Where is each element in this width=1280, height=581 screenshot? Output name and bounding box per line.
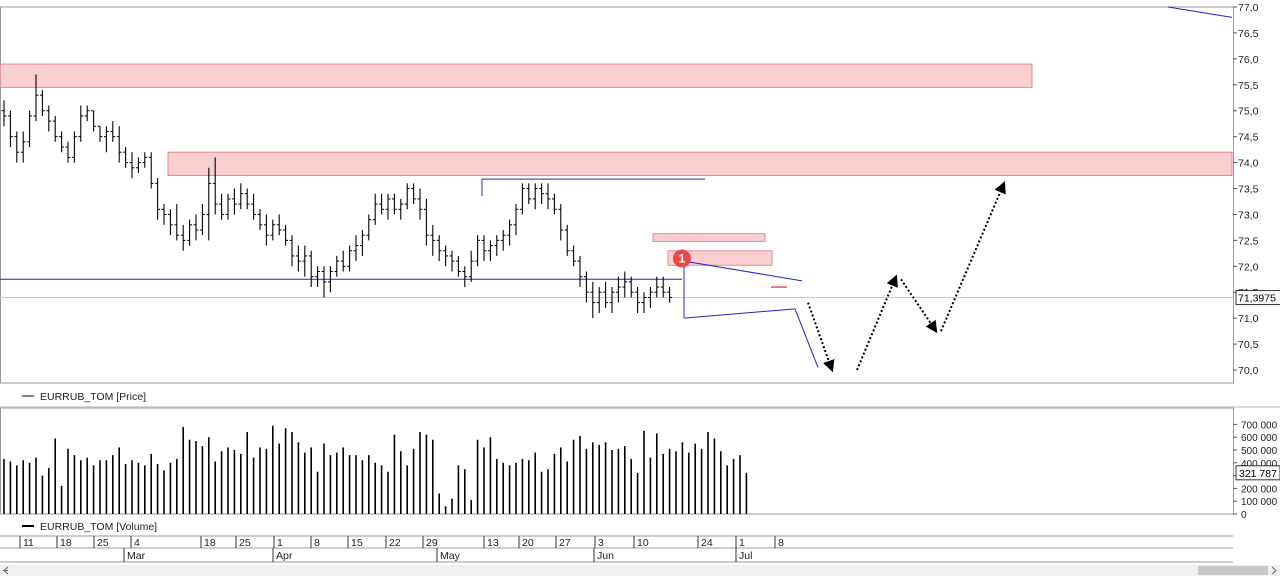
day-tick-label-2: 25: [97, 537, 109, 549]
horizontal-scrollbar[interactable]: [0, 565, 1280, 576]
day-tick-label-11: 13: [487, 537, 499, 549]
price-ytick-label-14: 77,0: [1238, 2, 1259, 14]
resistance-zone-1: [0, 63, 1033, 88]
forecast-arrow-2: [856, 274, 898, 371]
resistance-zone-3: [652, 233, 766, 242]
price-ytick-label-5: 72,5: [1238, 235, 1259, 247]
day-tick-label-6: 1: [277, 537, 283, 549]
volume-ytick-label-4: 400 000: [1241, 459, 1278, 470]
volume-legend: EURRUB_TOM [Volume]: [40, 521, 157, 533]
price-ytick-label-13: 76,5: [1238, 28, 1259, 40]
breakdown-projection-line: [794, 308, 819, 368]
volume-ytick-label-5: 500 000: [1241, 446, 1278, 457]
scroll-right-icon[interactable]: [1271, 566, 1277, 575]
volume-last-value: 321 787: [1239, 468, 1277, 480]
price-ytick-label-11: 75,5: [1238, 80, 1259, 92]
triangle-upper-line: [683, 260, 803, 282]
panel-divider: [0, 406, 1280, 408]
annotation-marker-label: 1: [679, 252, 686, 266]
price-ytick-label-0: 70,0: [1238, 365, 1259, 377]
day-tick-label-1: 18: [60, 537, 72, 549]
day-tick-label-0: 11: [23, 537, 34, 549]
day-tick-label-17: 1: [739, 537, 745, 549]
price-ytick-label-6: 73,0: [1238, 209, 1259, 221]
volume-last-value-box: [1235, 465, 1280, 481]
volume-ytick-label-7: 700 000: [1241, 420, 1278, 431]
month-tick-label-1: Apr: [276, 550, 293, 562]
day-tick-label-4: 18: [204, 537, 216, 549]
trend-line-top-right: [1167, 6, 1233, 18]
price-ytick-label-2: 71,0: [1238, 313, 1259, 325]
day-tick-label-13: 27: [559, 537, 571, 549]
triangle-lower-line: [683, 308, 796, 319]
volume-ytick-label-2: 200 000: [1241, 484, 1278, 495]
price-ytick-label-1: 70,5: [1238, 339, 1259, 351]
day-tick-label-12: 20: [522, 537, 534, 549]
resistance-zone-4: [667, 250, 773, 266]
forecast-arrow-1: [807, 302, 835, 373]
day-tick-label-7: 8: [314, 537, 320, 549]
price-legend: EURRUB_TOM [Price]: [40, 391, 146, 403]
volume-ytick-label-0: 0: [1241, 510, 1247, 521]
day-tick-label-14: 3: [598, 537, 604, 549]
day-tick-label-18: 8: [778, 537, 784, 549]
price-panel-frame: [0, 6, 1234, 384]
scrollbar-thumb[interactable]: [1198, 566, 1268, 575]
annotation-marker: [673, 249, 691, 268]
month-tick-label-4: Jul: [739, 550, 752, 562]
day-tick-label-16: 24: [701, 537, 713, 549]
price-last-value-box: [1235, 290, 1280, 306]
price-ytick-label-7: 73,5: [1238, 184, 1259, 196]
price-ytick-label-8: 74,0: [1238, 158, 1259, 170]
forecast-arrow-3: [900, 278, 938, 334]
resistance-zone-2: [167, 151, 1233, 177]
month-tick-label-0: Mar: [127, 550, 146, 562]
scrollbar-track: [0, 565, 1280, 576]
volume-ytick-label-1: 100 000: [1241, 497, 1278, 508]
volume-ytick-label-6: 600 000: [1241, 433, 1278, 444]
price-last-value: 71,3975: [1238, 293, 1276, 305]
price-ytick-label-10: 75,0: [1238, 106, 1259, 118]
day-tick-label-15: 10: [637, 537, 649, 549]
month-tick-label-3: Jun: [597, 550, 614, 562]
month-tick-label-2: May: [440, 550, 461, 562]
price-ytick-label-12: 76,0: [1238, 54, 1259, 66]
price-ytick-label-4: 72,0: [1238, 261, 1259, 273]
forecast-arrow-4: [940, 181, 1006, 332]
day-tick-label-3: 4: [134, 537, 140, 549]
day-tick-label-10: 29: [426, 537, 438, 549]
volume-panel-frame: [0, 407, 1234, 515]
day-tick-label-9: 22: [389, 537, 401, 549]
day-tick-label-5: 25: [239, 537, 251, 549]
day-tick-label-8: 15: [351, 537, 363, 549]
price-ytick-label-9: 74,5: [1238, 132, 1259, 144]
scroll-left-icon[interactable]: [2, 566, 9, 575]
